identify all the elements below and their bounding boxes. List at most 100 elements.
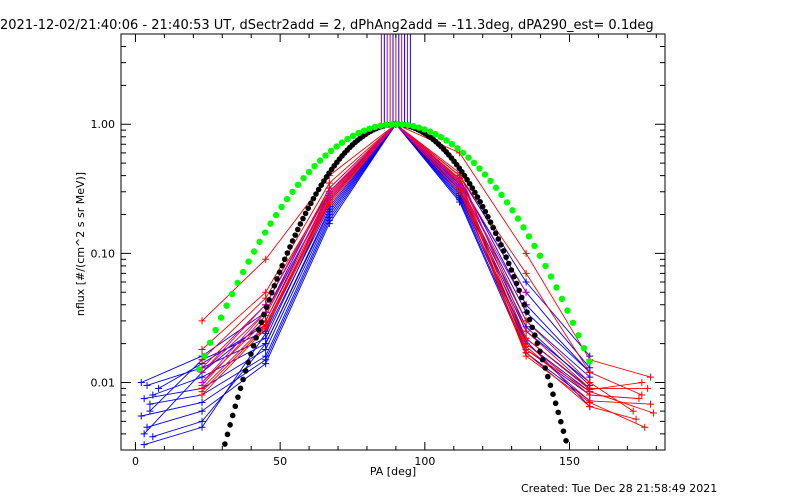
blue-series-point-9-0 xyxy=(149,433,157,441)
green-model-dot-59 xyxy=(520,224,527,231)
y-tick-label-1: 0.10 xyxy=(91,247,116,260)
red-series-point-7-7 xyxy=(632,415,640,423)
green-model-dot-64 xyxy=(547,273,555,280)
black-model-dot-101 xyxy=(485,214,491,220)
red-series-line-2 xyxy=(201,123,634,412)
green-model-dot-45 xyxy=(443,137,450,144)
red-series-point-1-6 xyxy=(586,368,594,376)
green-model-dot-7 xyxy=(234,279,241,287)
green-model-dot-26 xyxy=(338,139,346,146)
red-series-point-2-6 xyxy=(586,378,594,386)
red-series-point-6-7 xyxy=(641,423,649,431)
blue-series-point-3-0 xyxy=(143,381,151,389)
black-model-dot-10 xyxy=(248,351,254,357)
red-series-point-1-1 xyxy=(262,288,270,296)
x-tick-label-0: 0 xyxy=(132,455,139,468)
blue-series-point-6-0 xyxy=(146,400,154,408)
red-series-point-9-5 xyxy=(522,334,530,342)
red-series-point-1-0 xyxy=(198,346,206,354)
green-model-dot-2 xyxy=(206,339,214,346)
green-model-dot-54 xyxy=(492,184,500,191)
green-model-dot-13 xyxy=(267,220,274,227)
blue-series-point-10-1 xyxy=(198,423,206,431)
green-model-dot-47 xyxy=(454,145,461,152)
green-model-dot-21 xyxy=(311,162,318,170)
green-model-dot-40 xyxy=(415,124,423,131)
green-model-dot-32 xyxy=(371,123,379,131)
blue-series-point-7-0 xyxy=(137,412,145,420)
green-model-dot-63 xyxy=(542,262,549,270)
green-model-dot-1 xyxy=(201,352,208,360)
red-series-point-0-5 xyxy=(522,249,530,257)
y-tick-label-0: 0.01 xyxy=(91,376,116,389)
green-model-dot-29 xyxy=(355,129,362,137)
red-series-point-8-1 xyxy=(262,325,270,333)
black-model-dot-15 xyxy=(261,311,267,318)
green-model-dot-15 xyxy=(278,203,285,211)
x-tick-label-150: 150 xyxy=(559,455,580,468)
red-series-point-2-7 xyxy=(629,407,637,415)
green-model-dot-43 xyxy=(432,130,439,138)
black-model-dot-113 xyxy=(516,287,522,294)
black-model-dot-21 xyxy=(276,269,283,276)
black-model-dot-115 xyxy=(521,301,528,308)
black-model-dot-30 xyxy=(300,215,306,222)
red-series-point-3-7 xyxy=(644,384,652,392)
blue-series-point-8-2 xyxy=(262,360,270,368)
black-model-dot-119 xyxy=(531,332,538,338)
black-model-dot-107 xyxy=(500,248,507,254)
purple-series-point-1-0 xyxy=(198,378,206,386)
green-model-dot-5 xyxy=(223,302,230,309)
black-model-dot-112 xyxy=(513,280,520,287)
green-model-dot-20 xyxy=(305,168,313,176)
x-axis-label: PA [deg] xyxy=(370,465,416,478)
black-model-dot-121 xyxy=(537,348,543,355)
purple-series-point-0-2 xyxy=(325,188,333,196)
green-model-dot-61 xyxy=(531,242,538,250)
green-model-dot-36 xyxy=(393,121,401,128)
black-model-dot-129 xyxy=(558,418,564,425)
black-model-dot-19 xyxy=(271,282,278,289)
green-model-dot-66 xyxy=(558,295,566,303)
green-model-dot-67 xyxy=(564,307,571,314)
black-model-dot-2 xyxy=(227,422,233,428)
green-model-dot-41 xyxy=(421,126,428,133)
black-model-dot-9 xyxy=(245,359,252,366)
green-model-dot-51 xyxy=(476,165,483,172)
black-model-dot-38 xyxy=(321,178,327,184)
black-model-dot-105 xyxy=(495,236,502,242)
purple-series-line-1 xyxy=(201,123,527,383)
green-model-dot-46 xyxy=(448,140,456,148)
created-timestamp: Created: Tue Dec 28 21:58:49 2021 xyxy=(521,482,718,495)
black-model-dot-22 xyxy=(279,262,285,269)
black-model-dot-93 xyxy=(464,176,470,183)
green-model-dot-62 xyxy=(536,252,544,259)
black-model-dot-96 xyxy=(472,189,478,196)
blue-series-point-10-0 xyxy=(140,441,148,449)
red-series-point-7-5 xyxy=(522,349,530,357)
red-series-point-0-0 xyxy=(198,317,206,325)
black-model-dot-99 xyxy=(479,203,486,210)
black-model-dot-127 xyxy=(552,400,559,407)
green-model-dot-8 xyxy=(239,268,247,276)
black-model-dot-120 xyxy=(534,340,541,346)
green-model-dot-16 xyxy=(283,195,291,203)
black-model-dot-125 xyxy=(547,382,554,389)
black-model-dot-114 xyxy=(518,294,525,301)
green-model-dot-11 xyxy=(256,238,263,246)
blue-series-line-1 xyxy=(149,123,591,412)
y-tick-label-2: 1.00 xyxy=(91,118,116,131)
purple-series-point-0-5 xyxy=(522,288,530,296)
purple-series-point-1-4 xyxy=(456,182,464,190)
red-series-point-8-7 xyxy=(647,400,655,408)
y-axis-label: nflux [#/(cm^2 s sr MeV)] xyxy=(74,172,87,316)
green-model-dot-33 xyxy=(377,122,384,129)
blue-series-line-5 xyxy=(144,123,591,400)
green-model-dot-53 xyxy=(487,177,494,185)
red-series-line-7 xyxy=(201,123,637,420)
green-model-dot-35 xyxy=(388,121,395,128)
black-model-dot-109 xyxy=(505,260,512,267)
black-model-dot-16 xyxy=(263,304,270,310)
black-model-dot-102 xyxy=(487,219,494,225)
red-series-line-1 xyxy=(201,123,643,396)
